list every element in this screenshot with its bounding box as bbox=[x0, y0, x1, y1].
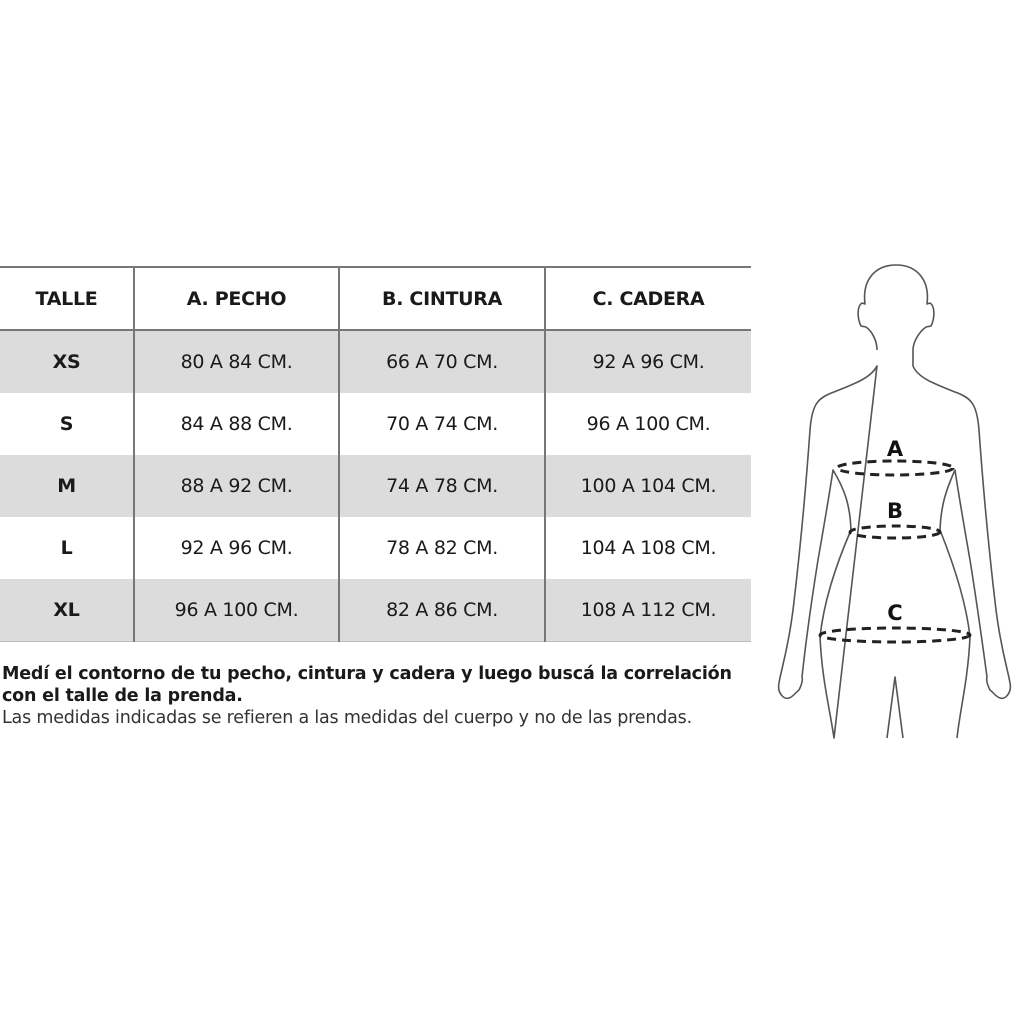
cell-size: XS bbox=[0, 330, 134, 393]
waist-measure-line bbox=[848, 524, 942, 540]
cell-size: XL bbox=[0, 579, 134, 642]
cell-cadera: 96 A 100 CM. bbox=[544, 393, 751, 455]
instruction-text: Medí el contorno de tu pecho, cintura y … bbox=[2, 664, 732, 706]
size-chart-table: TALLE A. PECHO B. CINTURA C. CADERA XS 80… bbox=[0, 266, 751, 642]
cell-size: S bbox=[59, 413, 74, 435]
cell-cintura: 66 A 70 CM. bbox=[338, 330, 545, 393]
table-row: M 88 A 92 CM. 74 A 78 CM. 100 A 104 CM. bbox=[0, 455, 751, 517]
cell-cadera: 92 A 96 CM. bbox=[544, 330, 751, 393]
cell-pecho: 80 A 84 CM. bbox=[133, 330, 339, 393]
cell-cintura: 82 A 86 CM. bbox=[338, 579, 545, 642]
disclaimer-text: Las medidas indicadas se refieren a las … bbox=[2, 708, 692, 728]
cell-cadera: 100 A 104 CM. bbox=[544, 455, 751, 517]
chest-measure-line bbox=[835, 459, 955, 477]
header-cintura: B. CINTURA bbox=[338, 266, 545, 331]
table-row: XL 96 A 100 CM. 82 A 86 CM. 108 A 112 CM. bbox=[0, 579, 751, 642]
header-pecho: A. PECHO bbox=[133, 266, 339, 331]
notes: Medí el contorno de tu pecho, cintura y … bbox=[2, 663, 762, 729]
cell-pecho: 96 A 100 CM. bbox=[133, 579, 339, 642]
hip-measure-line bbox=[818, 626, 972, 644]
label-c: C bbox=[887, 601, 902, 625]
header-row: TALLE A. PECHO B. CINTURA C. CADERA bbox=[0, 266, 751, 331]
cell-cadera: 104 A 108 CM. bbox=[544, 517, 751, 579]
table-row: S 84 A 88 CM. 70 A 74 CM. 96 A 100 CM. bbox=[0, 393, 751, 455]
cell-pecho: 88 A 92 CM. bbox=[133, 455, 339, 517]
table-row: L 92 A 96 CM. 78 A 82 CM. 104 A 108 CM. bbox=[0, 517, 751, 579]
label-b: B bbox=[887, 499, 903, 523]
cell-pecho: 92 A 96 CM. bbox=[133, 517, 339, 579]
cell-cintura: 70 A 74 CM. bbox=[338, 393, 545, 455]
body-outline bbox=[777, 264, 1012, 739]
header-cadera: C. CADERA bbox=[544, 266, 751, 331]
cell-cadera: 108 A 112 CM. bbox=[544, 579, 751, 642]
header-talle: TALLE bbox=[0, 266, 134, 331]
label-a: A bbox=[887, 437, 904, 461]
table-row: XS 80 A 84 CM. 66 A 70 CM. 92 A 96 CM. bbox=[0, 330, 751, 393]
cell-size: M bbox=[0, 455, 134, 517]
cell-pecho: 84 A 88 CM. bbox=[133, 393, 339, 455]
cell-cintura: 74 A 78 CM. bbox=[338, 455, 545, 517]
cell-cintura: 78 A 82 CM. bbox=[338, 517, 545, 579]
cell-size: L bbox=[60, 537, 73, 559]
